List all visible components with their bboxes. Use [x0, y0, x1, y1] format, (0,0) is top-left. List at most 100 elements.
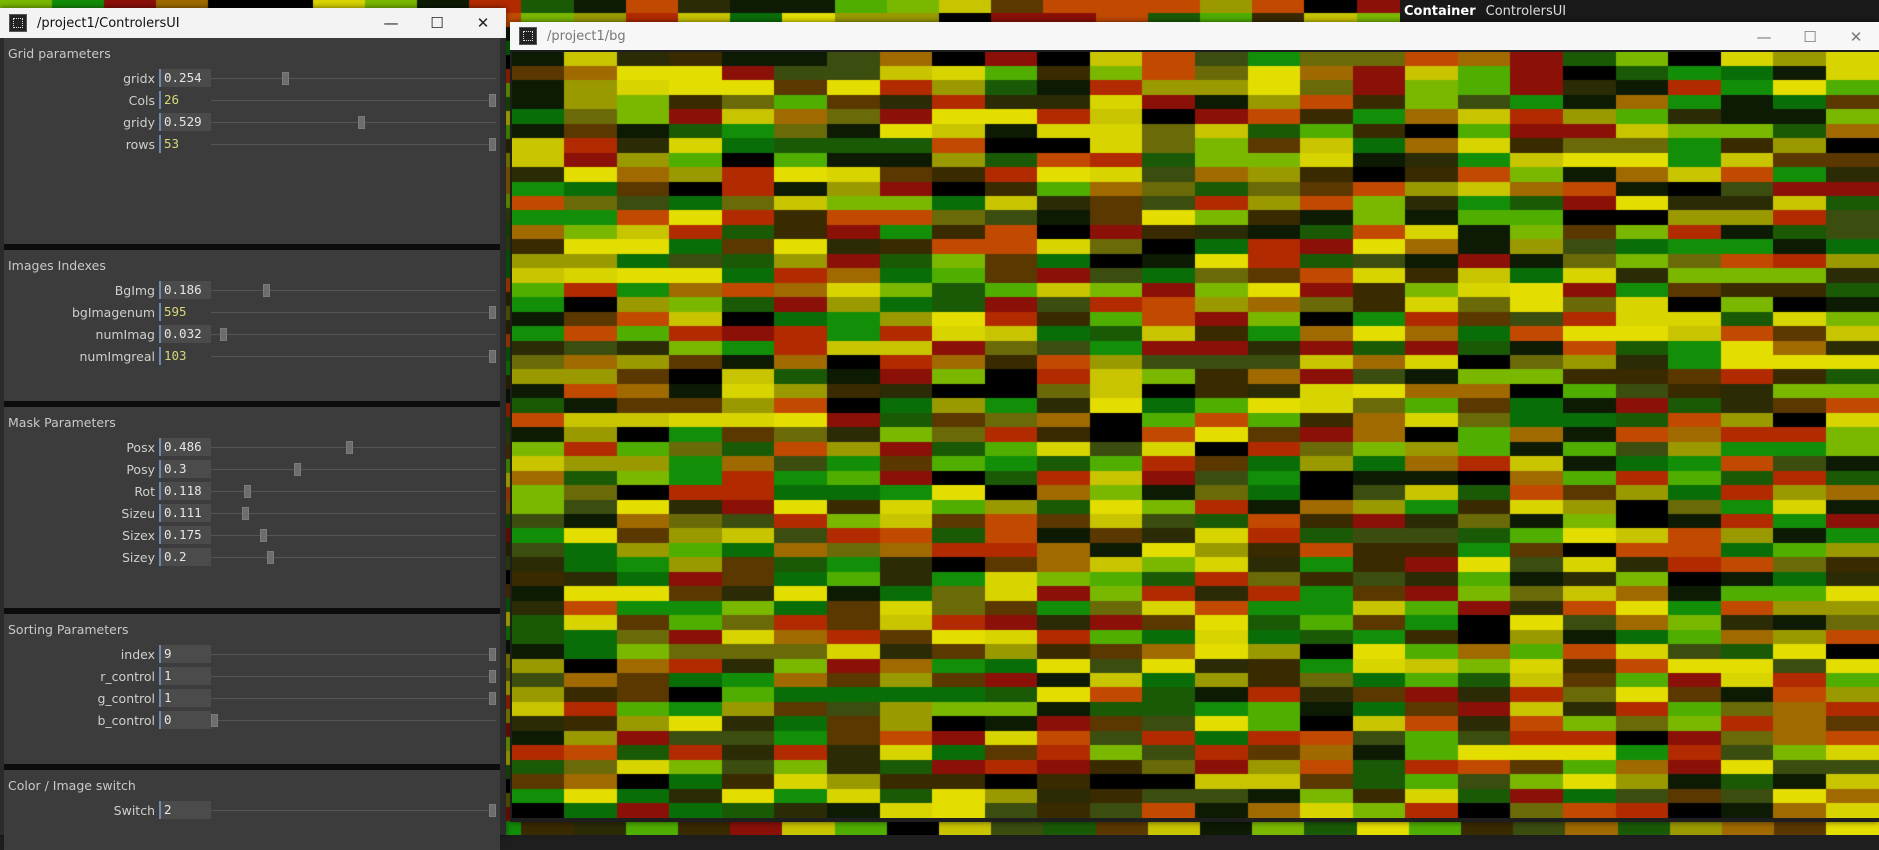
- param-value-field[interactable]: 595: [159, 303, 211, 321]
- slider-handle[interactable]: [358, 116, 366, 129]
- slider-handle[interactable]: [489, 670, 496, 683]
- param-row-bgimg: BgImg 0.186: [4, 279, 500, 301]
- touchdesigner-app-icon: [519, 27, 537, 45]
- grid-viewer[interactable]: [512, 52, 1879, 818]
- param-value-field[interactable]: 53: [159, 135, 211, 153]
- param-value-field[interactable]: 0: [159, 711, 211, 729]
- param-value-field[interactable]: 0.186: [159, 281, 211, 299]
- param-value-field[interactable]: 0.254: [159, 69, 211, 87]
- param-row-posy: Posy 0.3: [4, 458, 500, 480]
- param-label: index: [120, 647, 155, 662]
- param-row-r_control: r_control 1: [4, 665, 500, 687]
- slider-handle[interactable]: [489, 350, 496, 363]
- param-value-field[interactable]: 0.3: [159, 460, 211, 478]
- slider-handle[interactable]: [211, 714, 218, 727]
- bg-window-title: /project1/bg: [547, 28, 626, 44]
- slider-handle[interactable]: [346, 441, 354, 454]
- section-title: Grid parameters: [8, 46, 111, 61]
- param-slider[interactable]: [211, 284, 496, 297]
- param-value-field[interactable]: 103: [159, 347, 211, 365]
- slider-handle[interactable]: [266, 551, 274, 564]
- param-row-cols: Cols 26: [4, 89, 500, 111]
- slider-handle[interactable]: [281, 72, 289, 85]
- param-row-index: index 9: [4, 643, 500, 665]
- maximize-button[interactable]: ☐: [1803, 28, 1817, 46]
- param-label: bgImagenum: [71, 305, 155, 320]
- param-value-field[interactable]: 0.111: [159, 504, 211, 522]
- slider-handle[interactable]: [243, 485, 251, 498]
- slider-handle[interactable]: [489, 804, 496, 817]
- section-title: Sorting Parameters: [8, 622, 129, 637]
- param-label: b_control: [97, 713, 155, 728]
- section-title: Mask Parameters: [8, 415, 116, 430]
- controllers-window: /project1/ControlersUI — ☐ ✕ Grid parame…: [0, 8, 506, 850]
- param-label: Sizeu: [121, 506, 155, 521]
- param-slider[interactable]: [211, 94, 496, 107]
- param-label: Sizex: [122, 528, 155, 543]
- maximize-button[interactable]: ☐: [430, 14, 444, 32]
- param-value-field[interactable]: 0.486: [159, 438, 211, 456]
- param-value-field[interactable]: 0.529: [159, 113, 211, 131]
- param-row-switch: Switch 2: [4, 799, 500, 821]
- slider-handle[interactable]: [489, 138, 496, 151]
- param-label: r_control: [100, 669, 155, 684]
- slider-handle[interactable]: [294, 463, 302, 476]
- param-slider[interactable]: [211, 350, 496, 363]
- param-slider[interactable]: [211, 306, 496, 319]
- slider-handle[interactable]: [262, 284, 270, 297]
- touchdesigner-app-icon: [9, 14, 27, 32]
- param-slider[interactable]: [211, 485, 496, 498]
- param-row-numimgreal: numImgreal 103: [4, 345, 500, 367]
- minimize-button[interactable]: —: [383, 14, 399, 32]
- section-mask-parameters: Mask Parameters Posx 0.486 Posy 0.3 Rot 0.118 S…: [4, 401, 500, 614]
- bg-titlebar[interactable]: /project1/bg — ☐ ✕: [510, 22, 1879, 50]
- param-value-field[interactable]: 0.2: [159, 548, 211, 566]
- param-label: Switch: [113, 803, 155, 818]
- slider-handle[interactable]: [489, 648, 496, 661]
- param-value-field[interactable]: 9: [159, 645, 211, 663]
- param-slider[interactable]: [211, 648, 496, 661]
- param-slider[interactable]: [211, 529, 496, 542]
- slider-handle[interactable]: [489, 306, 496, 319]
- param-slider[interactable]: [211, 441, 496, 454]
- param-slider[interactable]: [211, 551, 496, 564]
- slider-handle[interactable]: [219, 328, 227, 341]
- param-row-b_control: b_control 0: [4, 709, 500, 731]
- param-slider[interactable]: [211, 670, 496, 683]
- minimize-button[interactable]: —: [1756, 28, 1772, 46]
- bg-window: /project1/bg — ☐ ✕: [510, 22, 1879, 822]
- param-label: Cols: [128, 93, 155, 108]
- param-label: BgImg: [114, 283, 155, 298]
- param-value-field[interactable]: 0.175: [159, 526, 211, 544]
- close-button[interactable]: ✕: [1849, 28, 1863, 46]
- param-value-field[interactable]: 1: [159, 689, 211, 707]
- param-row-sizeu: Sizeu 0.111: [4, 502, 500, 524]
- param-slider[interactable]: [211, 692, 496, 705]
- param-slider[interactable]: [211, 116, 496, 129]
- controllers-window-title: /project1/ControlersUI: [37, 15, 180, 31]
- param-slider[interactable]: [211, 804, 496, 817]
- parameter-panel: Grid parameters gridx 0.254 Cols 26 gridy 0.52…: [4, 38, 500, 850]
- param-value-field[interactable]: 26: [159, 91, 211, 109]
- container-label: Container: [1404, 3, 1476, 19]
- slider-handle[interactable]: [259, 529, 267, 542]
- slider-handle[interactable]: [489, 692, 496, 705]
- param-slider[interactable]: [211, 714, 496, 727]
- close-button[interactable]: ✕: [476, 14, 490, 32]
- param-row-gridx: gridx 0.254: [4, 67, 500, 89]
- param-row-sizey: Sizey 0.2: [4, 546, 500, 568]
- controllers-titlebar[interactable]: /project1/ControlersUI — ☐ ✕: [0, 8, 506, 38]
- param-value-field[interactable]: 1: [159, 667, 211, 685]
- section-sorting-parameters: Sorting Parameters index 9 r_control 1 g_cont…: [4, 608, 500, 770]
- param-slider[interactable]: [211, 138, 496, 151]
- param-slider[interactable]: [211, 507, 496, 520]
- param-value-field[interactable]: 0.032: [159, 325, 211, 343]
- param-label: numImgreal: [79, 349, 155, 364]
- param-value-field[interactable]: 0.118: [159, 482, 211, 500]
- param-value-field[interactable]: 2: [159, 801, 211, 819]
- param-slider[interactable]: [211, 328, 496, 341]
- param-slider[interactable]: [211, 463, 496, 476]
- slider-handle[interactable]: [241, 507, 249, 520]
- param-slider[interactable]: [211, 72, 496, 85]
- slider-handle[interactable]: [489, 94, 496, 107]
